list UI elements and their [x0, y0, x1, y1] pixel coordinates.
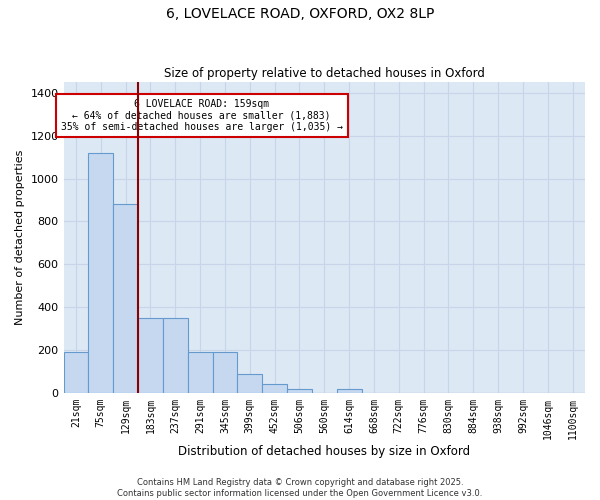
Text: 6, LOVELACE ROAD, OXFORD, OX2 8LP: 6, LOVELACE ROAD, OXFORD, OX2 8LP [166, 8, 434, 22]
Bar [138, 318, 163, 393]
Title: Size of property relative to detached houses in Oxford: Size of property relative to detached ho… [164, 66, 485, 80]
X-axis label: Distribution of detached houses by size in Oxford: Distribution of detached houses by size … [178, 444, 470, 458]
Bar [88, 153, 113, 393]
Bar [337, 388, 362, 393]
Bar [163, 318, 188, 393]
Text: Contains HM Land Registry data © Crown copyright and database right 2025.
Contai: Contains HM Land Registry data © Crown c… [118, 478, 482, 498]
Text: 6 LOVELACE ROAD: 159sqm
← 64% of detached houses are smaller (1,883)
35% of semi: 6 LOVELACE ROAD: 159sqm ← 64% of detache… [61, 99, 343, 132]
Y-axis label: Number of detached properties: Number of detached properties [15, 150, 25, 325]
Bar [64, 352, 88, 393]
Bar [113, 204, 138, 393]
Bar [188, 352, 212, 393]
Bar [212, 352, 238, 393]
Bar [238, 374, 262, 393]
Bar [287, 388, 312, 393]
Bar [262, 384, 287, 393]
